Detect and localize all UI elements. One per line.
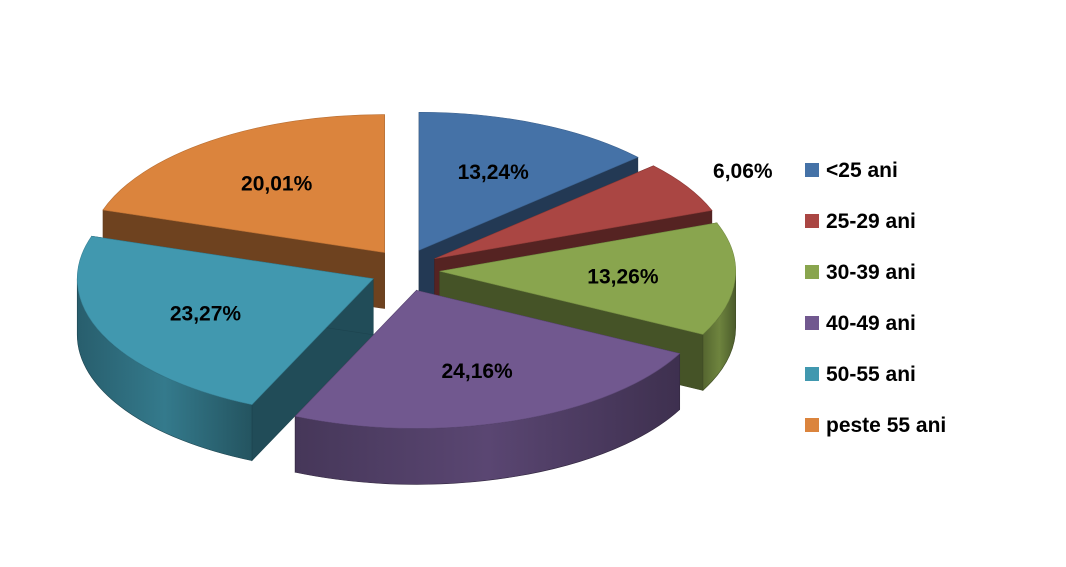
legend-entry: 25-29 ani <box>826 210 916 233</box>
legend-swatch <box>805 367 819 381</box>
legend-entry: 40-49 ani <box>826 312 916 335</box>
pie-slice-2 <box>434 165 713 260</box>
legend-entry: <25 ani <box>826 159 898 182</box>
pie-slice-1 <box>418 111 639 251</box>
pie-data-label: 23,27% <box>170 302 242 325</box>
pie-data-label: 13,24% <box>458 161 530 184</box>
legend-swatch <box>805 163 819 177</box>
pie-data-label: 6,06% <box>713 160 773 183</box>
legend-entry: 50-55 ani <box>826 363 916 386</box>
pie-data-label: 24,16% <box>442 360 514 383</box>
pie-slice-4 <box>294 290 681 429</box>
legend-swatch <box>805 265 819 279</box>
legend-entry: peste 55 ani <box>826 414 946 437</box>
pie-slice-5 <box>76 235 374 405</box>
legend: <25 ani 25-29 ani 30-39 ani 40-49 ani 50-55 … <box>805 159 946 437</box>
legend-swatch <box>805 316 819 330</box>
legend-swatch <box>805 214 819 228</box>
pie-data-label: 20,01% <box>241 172 313 195</box>
legend-entry: 30-39 ani <box>826 261 916 284</box>
pie-labels: 13,24% 6,06% 13,26% 24,16% 23,27% 20,01% <box>170 160 773 383</box>
pie-slices <box>76 111 736 485</box>
pie-slice-3 <box>439 222 736 335</box>
legend-swatch <box>805 418 819 432</box>
pie-data-label: 13,26% <box>587 265 659 288</box>
pie-slice-6 <box>102 114 385 253</box>
